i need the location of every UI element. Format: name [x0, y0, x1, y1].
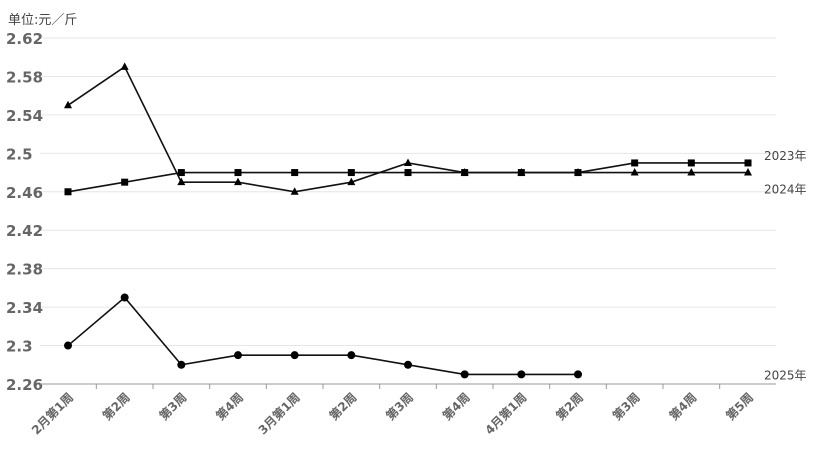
data-point-circle: [347, 351, 356, 360]
data-point-circle: [574, 370, 582, 379]
x-tick-label: 2月第1周: [28, 390, 76, 438]
data-point-triangle: [574, 168, 582, 176]
data-point-square: [404, 169, 412, 177]
data-point-square: [234, 169, 242, 177]
data-point-circle: [177, 360, 186, 369]
y-tick-label: 2.58: [6, 68, 43, 86]
data-point-circle: [404, 360, 412, 369]
y-tick-label: 2.38: [6, 261, 43, 279]
data-point-circle: [234, 351, 242, 360]
data-point-triangle: [177, 177, 186, 186]
x-tick-label: 第4周: [666, 390, 699, 423]
data-point-triangle: [120, 62, 129, 70]
series-line-2025年: [67, 296, 578, 376]
x-tick-label: 第3周: [156, 390, 189, 423]
data-point-triangle: [744, 168, 752, 176]
data-point-square: [347, 169, 355, 177]
x-tick-label: 4月第1周: [482, 390, 530, 438]
series-end-label: 2024年: [764, 183, 807, 197]
series-end-label: 2025年: [764, 368, 807, 382]
x-tick-label: 第2周: [99, 390, 132, 423]
data-point-square: [744, 159, 752, 167]
data-point-triangle: [630, 168, 639, 176]
data-point-triangle: [687, 168, 696, 176]
x-tick-label: 第3周: [609, 390, 642, 423]
data-point-circle: [517, 370, 526, 379]
data-point-triangle: [460, 168, 469, 176]
data-point-square: [687, 159, 695, 167]
series-line-2023年: [67, 162, 748, 193]
data-point-circle: [120, 293, 129, 302]
data-point-circle: [460, 370, 469, 379]
x-tick-label: 第3周: [383, 390, 416, 423]
data-point-triangle: [517, 168, 526, 176]
series-end-label: 2023年: [764, 149, 807, 163]
data-point-square: [291, 169, 299, 177]
y-tick-label: 2.26: [6, 376, 43, 394]
data-point-triangle: [64, 100, 72, 109]
y-tick-label: 2.46: [6, 184, 43, 202]
data-point-circle: [64, 341, 72, 350]
data-point-circle: [290, 351, 299, 360]
data-point-triangle: [290, 187, 299, 195]
x-tick-label: 第4周: [213, 390, 246, 423]
data-point-square: [177, 169, 185, 177]
y-tick-label: 2.34: [6, 299, 43, 317]
x-tick-label: 第2周: [553, 390, 586, 423]
x-tick-label: 3月第1周: [255, 390, 303, 438]
data-point-triangle: [234, 177, 242, 186]
y-tick-label: 2.3: [6, 338, 33, 356]
unit-label: 单位:元／斤: [8, 13, 78, 28]
y-tick-label: 2.5: [6, 145, 33, 163]
data-point-square: [64, 188, 72, 196]
data-point-square: [121, 178, 129, 186]
x-tick-label: 第2周: [326, 390, 359, 423]
y-tick-label: 2.62: [6, 30, 43, 48]
x-tick-label: 第4周: [439, 390, 472, 423]
data-point-square: [631, 159, 639, 167]
y-tick-label: 2.42: [6, 222, 43, 240]
data-point-triangle: [347, 177, 356, 186]
y-tick-label: 2.54: [6, 107, 43, 125]
x-tick-label: 第5周: [723, 390, 756, 423]
data-point-triangle: [404, 158, 412, 166]
